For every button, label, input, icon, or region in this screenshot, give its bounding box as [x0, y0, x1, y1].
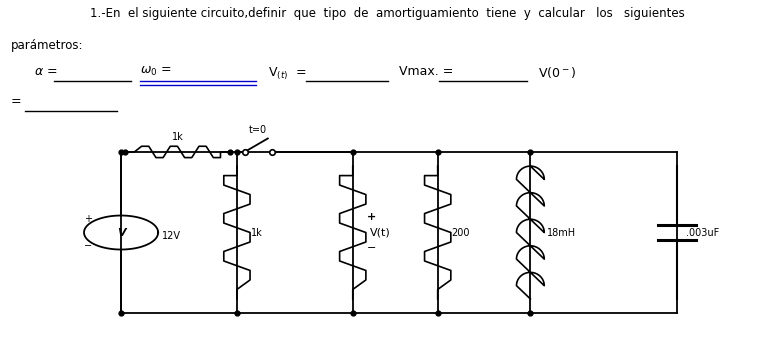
Text: V(t): V(t) — [370, 227, 391, 237]
Text: $\alpha$ =: $\alpha$ = — [34, 65, 57, 78]
Text: t=0: t=0 — [249, 125, 267, 135]
Text: 12V: 12V — [162, 231, 181, 241]
Text: V: V — [117, 227, 126, 237]
Text: 1k: 1k — [251, 227, 263, 237]
Text: 200: 200 — [452, 227, 470, 237]
Text: 1k: 1k — [171, 132, 184, 142]
Text: =: = — [11, 95, 21, 108]
Text: +: + — [367, 212, 376, 222]
Text: −: − — [84, 241, 92, 251]
Text: V$_{(t)}$  =: V$_{(t)}$ = — [268, 65, 306, 81]
Text: parámetros:: parámetros: — [11, 39, 83, 51]
Text: .003uF: .003uF — [687, 227, 720, 237]
Text: +: + — [84, 214, 92, 224]
Text: Vmax. =: Vmax. = — [399, 65, 453, 78]
Text: 18mH: 18mH — [547, 227, 577, 237]
Text: 1.-En  el siguiente circuito,definir  que  tipo  de  amortiguamiento  tiene  y  : 1.-En el siguiente circuito,definir que … — [90, 7, 685, 20]
Text: V(0$^-$): V(0$^-$) — [538, 65, 577, 80]
Text: −: − — [367, 243, 376, 253]
Text: $\omega_0$ =: $\omega_0$ = — [140, 65, 172, 78]
